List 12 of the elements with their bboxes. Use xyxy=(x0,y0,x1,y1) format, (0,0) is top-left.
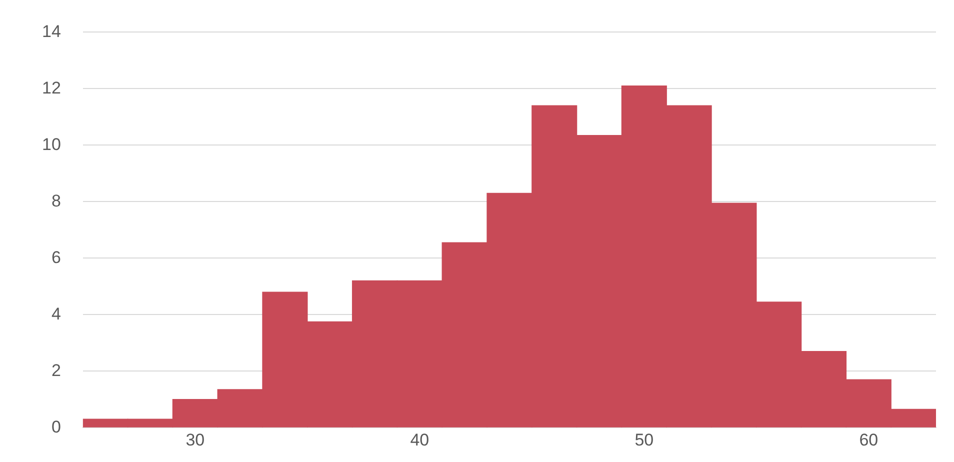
x-tick-label: 60 xyxy=(859,430,878,450)
y-tick-label: 6 xyxy=(51,248,61,267)
x-tick-label: 50 xyxy=(634,430,654,450)
y-tick-label: 4 xyxy=(51,304,61,324)
y-tick-label: 12 xyxy=(42,78,61,98)
y-tick-label: 8 xyxy=(51,191,61,210)
y-tick-label: 0 xyxy=(51,417,61,436)
y-tick-label: 14 xyxy=(42,22,61,41)
x-tick-label: 40 xyxy=(410,430,430,450)
x-tick-label: 30 xyxy=(186,430,205,450)
y-tick-label: 2 xyxy=(51,360,61,380)
y-tick-label: 10 xyxy=(42,134,61,154)
